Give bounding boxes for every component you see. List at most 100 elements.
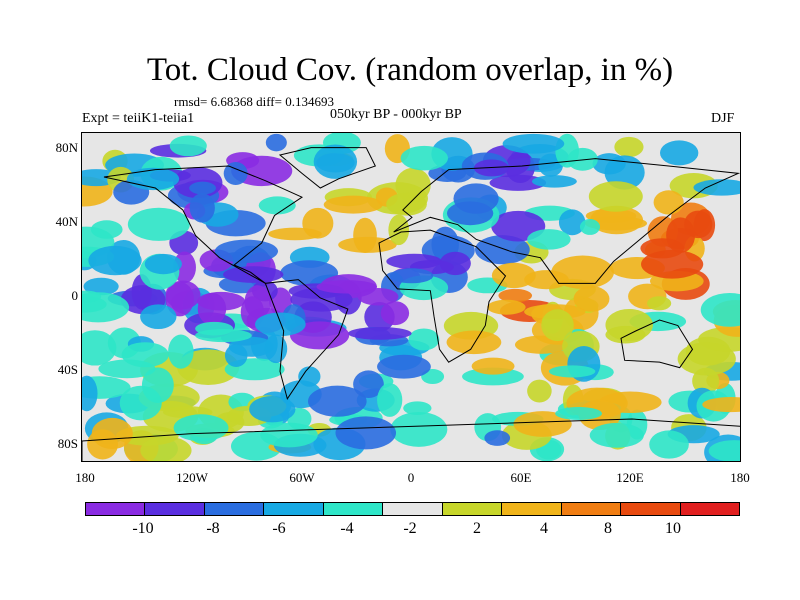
anomaly-blob [313, 144, 358, 179]
anomaly-blob [140, 436, 192, 461]
anomaly-blob [555, 407, 603, 421]
anomaly-blob [484, 430, 511, 446]
colorbar-swatch [621, 503, 681, 515]
colorbar-label: -8 [206, 520, 220, 537]
y-tick-80n: 80N [55, 140, 78, 155]
anomaly-blob [347, 327, 412, 340]
anomaly-blob [386, 192, 427, 216]
anomaly-blob [316, 280, 378, 294]
anomaly-blob [541, 309, 574, 342]
anomaly-blob [249, 395, 296, 423]
anomaly-blob [487, 299, 526, 315]
colorbar-swatch [442, 503, 503, 515]
anomaly-blob [335, 416, 397, 450]
anomaly-blob [400, 145, 448, 171]
anomaly-blob [91, 417, 133, 450]
anomaly-blob [389, 268, 434, 284]
anomaly-blob [90, 220, 123, 239]
anomaly-blob [82, 330, 117, 366]
anomaly-blob [588, 181, 643, 212]
anomaly-blob [264, 334, 288, 364]
anomaly-blob [189, 193, 215, 223]
anomaly-blob [653, 190, 684, 215]
colorbar-label: -6 [272, 520, 286, 537]
anomaly-blob [260, 422, 318, 448]
anomaly-blob [353, 370, 384, 399]
period-label: 050kyr BP - 000kyr BP [330, 107, 462, 122]
anomaly-blob [579, 219, 601, 235]
anomaly-blob [647, 296, 672, 311]
anomaly-blob [471, 357, 515, 375]
anomaly-blob [527, 379, 552, 403]
anomaly-blob [140, 304, 177, 330]
colorbar-label: 4 [540, 520, 548, 537]
anomaly-blob [380, 301, 410, 326]
anomaly-blob [195, 328, 252, 343]
anomaly-blob [280, 260, 339, 286]
chart-title: Tot. Cloud Cov. (random overlap, in %) [146, 52, 674, 88]
anomaly-blob [82, 290, 102, 303]
anomaly-blob [390, 411, 448, 447]
anomaly-blob [567, 147, 598, 171]
season-label: DJF [711, 111, 735, 126]
stats-text: rmsd= 6.68368 diff= 0.134693 [174, 94, 334, 109]
colorbar-swatch [502, 503, 562, 515]
anomaly-blob [502, 133, 565, 154]
anomaly-blob [640, 238, 685, 259]
anomaly-blob [290, 321, 350, 350]
anomaly-blob [88, 245, 142, 276]
coastline [393, 158, 740, 284]
x-tick-120e: 120E [616, 470, 644, 485]
anomaly-blob [98, 359, 156, 379]
x-tick-0: 0 [407, 470, 415, 485]
coastline [620, 319, 694, 369]
x-tick-60e: 60E [510, 470, 532, 485]
coastline [264, 279, 349, 401]
anomaly-blob [614, 136, 644, 158]
anomaly-blob [453, 183, 499, 214]
anomaly-blob [558, 209, 586, 236]
coastline [103, 165, 304, 284]
colorbar-swatch [86, 503, 146, 515]
anomaly-blob [605, 308, 653, 342]
anomaly-blob [189, 181, 216, 195]
anomaly-blob [224, 344, 248, 368]
map-canvas [82, 133, 740, 461]
anomaly-blob [323, 195, 383, 214]
x-tick-180w: 180 [75, 470, 95, 485]
anomaly-blob [214, 239, 279, 263]
anomaly-blob [548, 365, 596, 378]
y-tick-40n: 40N [55, 214, 78, 229]
anomaly-blob [446, 330, 502, 355]
anomaly-blob [702, 397, 740, 413]
anomaly-blob [660, 140, 699, 166]
anomaly-blob [573, 286, 610, 312]
anomaly-blob [708, 440, 740, 461]
anomaly-blob [527, 229, 571, 250]
coastline [378, 229, 507, 363]
anomaly-blob [308, 385, 367, 417]
colorbar-label: 8 [604, 520, 612, 537]
x-tick-180e: 180 [730, 470, 750, 485]
colorbar-swatch [323, 503, 384, 515]
colorbar [85, 502, 740, 516]
experiment-label: Expt = teiiK1-teiia1 [82, 111, 195, 126]
anomaly-blob [223, 162, 248, 186]
colorbar-label: 10 [665, 520, 681, 537]
anomaly-blob [491, 262, 536, 289]
anomaly-blob [258, 196, 296, 215]
colorbar-label: -10 [132, 520, 154, 537]
anomaly-blob [531, 175, 577, 188]
anomaly-blob [169, 135, 207, 157]
x-tick-60w: 60W [289, 470, 315, 485]
anomaly-blob [589, 422, 644, 448]
anomaly-blob [403, 401, 432, 415]
colorbar-label: -2 [403, 520, 417, 537]
colorbar-label: 2 [473, 520, 481, 537]
anomaly-blob [83, 277, 119, 296]
anomaly-blob [268, 227, 322, 241]
anomaly-blob [127, 207, 190, 241]
anomaly-blob [168, 334, 194, 369]
anomaly-blob [290, 287, 353, 312]
colorbar-swatch [145, 503, 205, 515]
